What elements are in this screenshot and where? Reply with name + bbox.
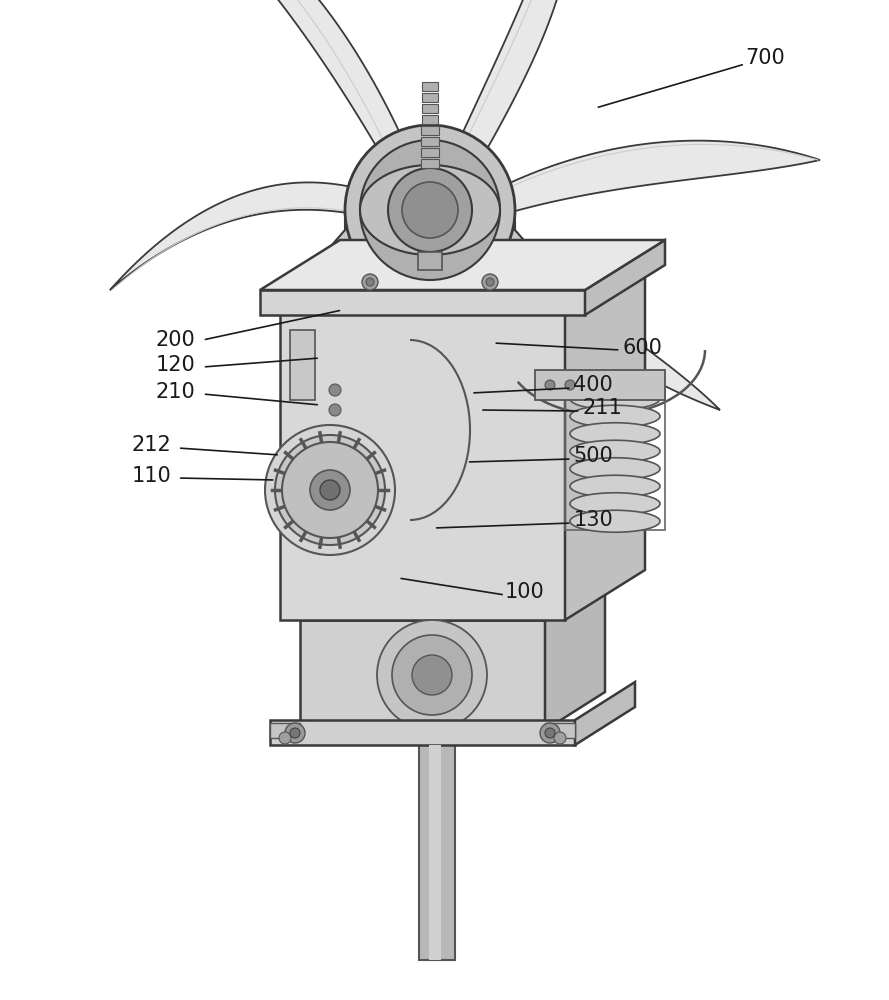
Circle shape <box>388 168 472 252</box>
Bar <box>429 745 441 960</box>
Polygon shape <box>565 260 645 620</box>
Bar <box>290 330 315 400</box>
Polygon shape <box>585 240 665 315</box>
Text: 110: 110 <box>132 466 172 486</box>
Circle shape <box>265 425 395 555</box>
Circle shape <box>360 140 500 280</box>
Text: 200: 200 <box>156 330 196 350</box>
Text: 211: 211 <box>582 398 622 418</box>
Circle shape <box>412 655 452 695</box>
Circle shape <box>392 635 472 715</box>
Bar <box>421 126 438 135</box>
Text: 500: 500 <box>573 446 613 466</box>
Bar <box>421 159 439 168</box>
Text: 210: 210 <box>156 382 196 402</box>
Text: 130: 130 <box>573 510 613 530</box>
Ellipse shape <box>570 493 660 515</box>
Text: 600: 600 <box>622 338 662 358</box>
Circle shape <box>345 125 515 295</box>
Circle shape <box>329 404 341 416</box>
Text: 100: 100 <box>505 582 545 602</box>
Bar <box>260 290 585 315</box>
Polygon shape <box>110 182 380 290</box>
Bar <box>280 310 565 620</box>
Circle shape <box>362 274 378 290</box>
Polygon shape <box>575 682 635 745</box>
Ellipse shape <box>360 165 500 255</box>
Bar <box>418 252 442 270</box>
Circle shape <box>279 732 291 744</box>
Bar <box>535 370 665 400</box>
Text: 120: 120 <box>156 355 196 375</box>
Polygon shape <box>485 141 820 220</box>
Ellipse shape <box>570 423 660 445</box>
Bar <box>419 745 455 960</box>
Ellipse shape <box>570 510 660 532</box>
Bar <box>300 620 545 730</box>
Ellipse shape <box>570 458 660 480</box>
Bar <box>421 137 438 146</box>
Circle shape <box>320 480 340 500</box>
Circle shape <box>366 278 374 286</box>
Polygon shape <box>450 0 570 170</box>
Polygon shape <box>260 240 665 290</box>
Ellipse shape <box>570 440 660 462</box>
Bar <box>421 148 439 157</box>
Bar <box>421 104 438 113</box>
Circle shape <box>545 728 555 738</box>
Circle shape <box>482 274 498 290</box>
Bar <box>545 723 575 738</box>
Circle shape <box>554 732 566 744</box>
Polygon shape <box>280 260 645 310</box>
Text: 700: 700 <box>745 48 785 68</box>
Bar <box>421 115 438 124</box>
Ellipse shape <box>570 475 660 497</box>
Circle shape <box>282 442 378 538</box>
Circle shape <box>402 182 458 238</box>
Bar <box>270 720 575 745</box>
Circle shape <box>565 380 575 390</box>
Text: 400: 400 <box>573 375 613 395</box>
Bar <box>422 82 438 91</box>
Polygon shape <box>460 230 720 410</box>
Polygon shape <box>300 582 605 620</box>
Circle shape <box>275 435 385 545</box>
Circle shape <box>285 723 305 743</box>
Ellipse shape <box>570 388 660 410</box>
Bar <box>565 390 665 530</box>
Polygon shape <box>170 0 410 170</box>
Circle shape <box>290 728 300 738</box>
Text: 212: 212 <box>132 435 172 455</box>
Bar <box>270 723 300 738</box>
Ellipse shape <box>570 405 660 427</box>
Bar <box>422 93 438 102</box>
Polygon shape <box>545 582 605 730</box>
Circle shape <box>540 723 560 743</box>
Circle shape <box>329 384 341 396</box>
Circle shape <box>377 620 487 730</box>
Polygon shape <box>310 210 550 300</box>
Circle shape <box>486 278 494 286</box>
Circle shape <box>545 380 555 390</box>
Circle shape <box>310 470 350 510</box>
